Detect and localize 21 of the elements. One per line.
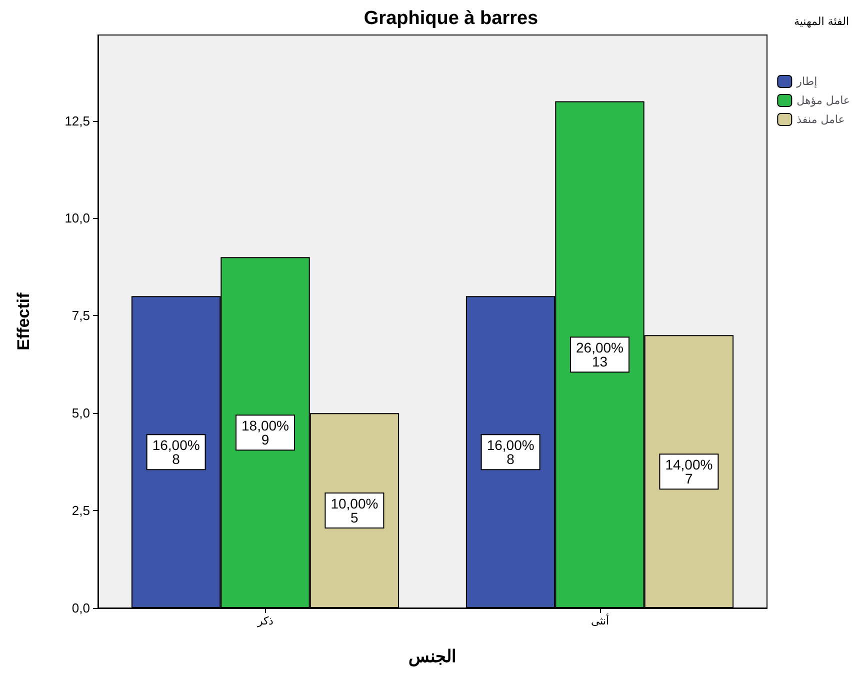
x-tick-label: ذكر [256,616,274,628]
x-tick-label: أنثى [590,614,609,628]
legend-label: إطار [796,75,818,88]
legend-title: الفئة المهنية [794,15,850,28]
y-tick-label: 12,5 [64,113,90,128]
data-label: 16,00% 8 [152,437,200,468]
data-label: 14,00% 7 [665,456,713,487]
legend-label: عامل منفذ [796,113,845,126]
data-label: 16,00% 8 [486,437,534,468]
chart-title: Graphique à barres [364,8,538,29]
y-tick-label: 2,5 [72,503,90,518]
x-axis-title: الجنس [408,647,456,667]
y-axis-title: Effectif [14,292,33,350]
data-label: 18,00% 9 [242,418,289,448]
y-tick-label: 5,0 [72,406,90,421]
data-label: 26,00% 13 [576,340,624,370]
data-label: 10,00% 5 [330,496,378,526]
legend-label: عامل مؤهل [796,94,850,107]
y-tick-label: 7,5 [72,308,90,324]
y-tick-label: 10,0 [64,210,90,226]
y-tick-label: 0,0 [72,600,90,616]
